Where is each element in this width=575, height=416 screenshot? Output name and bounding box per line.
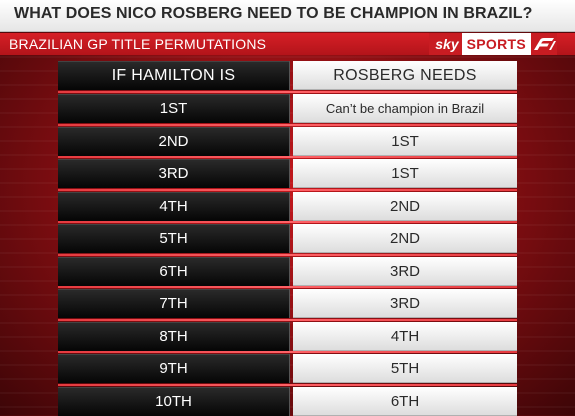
logo-sports-text: SPORTS — [461, 33, 531, 55]
row-divider — [58, 91, 517, 93]
hamilton-position-cell: 2ND — [58, 127, 290, 156]
table-row: 1ST Can’t be champion in Brazil — [58, 94, 517, 123]
page-subtitle: BRAZILIAN GP TITLE PERMUTATIONS — [9, 36, 267, 52]
row-divider — [58, 189, 517, 191]
table-row: 3RD 1ST — [58, 159, 517, 188]
header-rosberg: ROSBERG NEEDS — [293, 61, 517, 90]
title-bar: WHAT DOES NICO ROSBERG NEED TO BE CHAMPI… — [0, 0, 575, 32]
table-row: 8TH 4TH — [58, 322, 517, 351]
hamilton-position-cell: 3RD — [58, 159, 290, 188]
rosberg-needs-cell: 4TH — [293, 322, 517, 351]
f1-logo-icon — [531, 33, 557, 55]
page-title: WHAT DOES NICO ROSBERG NEED TO BE CHAMPI… — [14, 5, 533, 22]
table-row: 9TH 5TH — [58, 354, 517, 383]
rosberg-needs-cell: 6TH — [293, 387, 517, 416]
table-row: 10TH 6TH — [58, 387, 517, 416]
rosberg-needs-cell: 1ST — [293, 159, 517, 188]
row-divider — [58, 254, 517, 256]
hamilton-position-cell: 9TH — [58, 354, 290, 383]
hamilton-position-cell: 10TH — [58, 387, 290, 416]
table-row: 5TH 2ND — [58, 224, 517, 253]
rosberg-needs-cell: 2ND — [293, 224, 517, 253]
row-divider — [58, 319, 517, 321]
row-divider — [58, 156, 517, 158]
row-divider — [58, 221, 517, 223]
header-hamilton: IF HAMILTON IS — [58, 61, 290, 90]
hamilton-position-cell: 5TH — [58, 224, 290, 253]
row-divider — [58, 384, 517, 386]
hamilton-position-cell: 6TH — [58, 257, 290, 286]
subtitle-bar: BRAZILIAN GP TITLE PERMUTATIONS sky SPOR… — [0, 33, 575, 55]
rosberg-needs-cell: 3RD — [293, 289, 517, 318]
table-row: 4TH 2ND — [58, 192, 517, 221]
hamilton-position-cell: 4TH — [58, 192, 290, 221]
rosberg-needs-cell: 2ND — [293, 192, 517, 221]
table-row: 7TH 3RD — [58, 289, 517, 318]
hamilton-position-cell: 8TH — [58, 322, 290, 351]
logo-sky-text: sky — [435, 36, 459, 52]
rosberg-needs-cell: 5TH — [293, 354, 517, 383]
sky-sports-f1-logo: sky SPORTS — [429, 33, 557, 55]
hamilton-position-cell: 7TH — [58, 289, 290, 318]
rosberg-needs-cell: 1ST — [293, 127, 517, 156]
table-row: 2ND 1ST — [58, 127, 517, 156]
hamilton-position-cell: 1ST — [58, 94, 290, 123]
rosberg-needs-cell: 3RD — [293, 257, 517, 286]
row-divider — [58, 124, 517, 126]
table-header-row: IF HAMILTON IS ROSBERG NEEDS — [58, 61, 517, 90]
row-divider — [58, 286, 517, 288]
row-divider — [58, 351, 517, 353]
table-row: 6TH 3RD — [58, 257, 517, 286]
rosberg-needs-cell: Can’t be champion in Brazil — [293, 94, 517, 123]
